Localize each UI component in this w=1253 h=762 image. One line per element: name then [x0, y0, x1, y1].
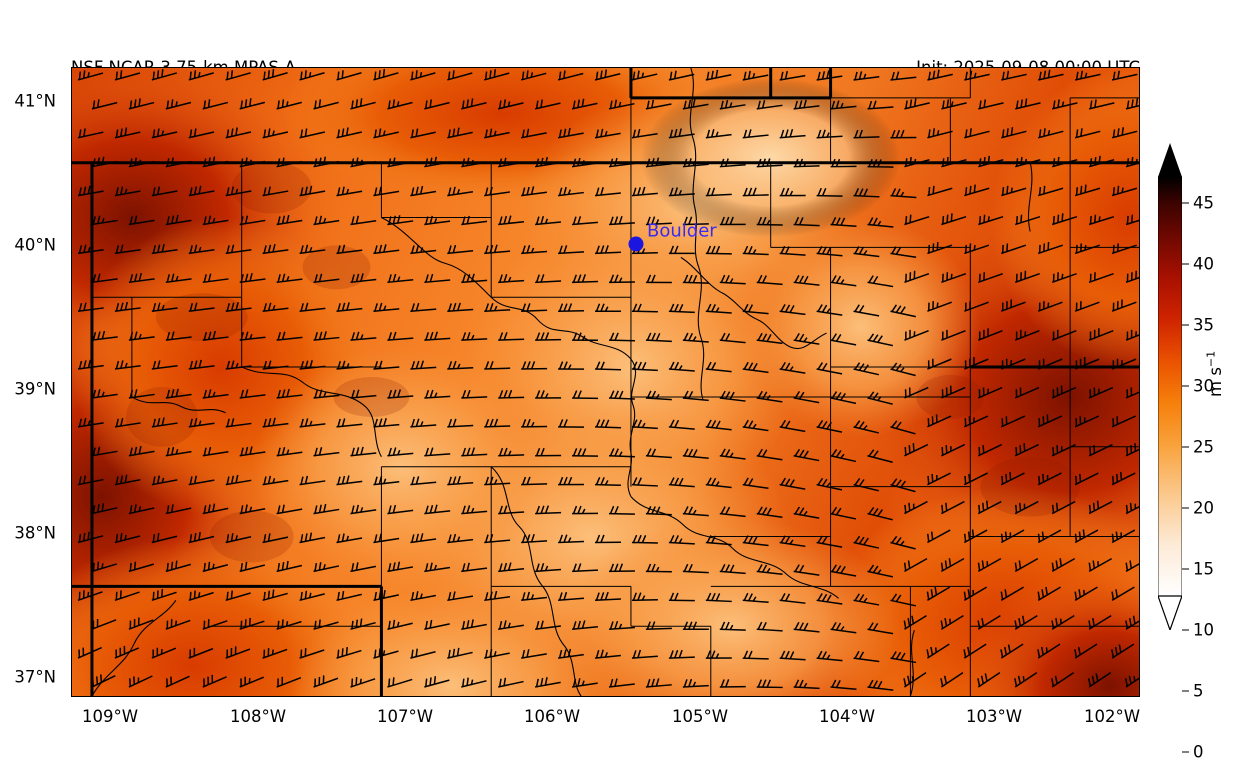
- shear-field-raster: [72, 68, 1139, 696]
- cbtick-35: 35: [1182, 316, 1214, 335]
- xtick-108w: 108°W: [229, 707, 287, 726]
- latitude-tick-labels: 41°N 40°N 39°N 38°N 37°N: [0, 67, 65, 697]
- cbtick-40: 40: [1182, 255, 1214, 274]
- longitude-tick-labels: 109°W 108°W 107°W 106°W 105°W 104°W 103°…: [71, 697, 1140, 737]
- cbtick-30: 30: [1182, 377, 1214, 396]
- ytick-40n: 40°N: [14, 235, 56, 255]
- ytick-37n: 37°N: [14, 667, 56, 687]
- xtick-102w: 102°W: [1083, 707, 1141, 726]
- xtick-105w: 105°W: [671, 707, 729, 726]
- cbtick-45: 45: [1182, 194, 1214, 213]
- cbtick-5: 5: [1182, 682, 1204, 701]
- xtick-109w: 109°W: [81, 707, 139, 726]
- ytick-38n: 38°N: [14, 523, 56, 543]
- xtick-104w: 104°W: [818, 707, 876, 726]
- city-marker-boulder[interactable]: [628, 236, 644, 252]
- city-label-boulder: Boulder: [647, 220, 717, 242]
- colorbar: [1158, 143, 1182, 630]
- cbtick-15: 15: [1182, 560, 1214, 579]
- xtick-103w: 103°W: [965, 707, 1023, 726]
- xtick-107w: 107°W: [376, 707, 434, 726]
- map-plot-area[interactable]: Boulder: [71, 67, 1140, 697]
- colorbar-unit-exponent: −1: [1204, 350, 1218, 368]
- cbtick-0: 0: [1182, 743, 1204, 762]
- cbtick-25: 25: [1182, 438, 1214, 457]
- ytick-39n: 39°N: [14, 379, 56, 399]
- cbtick-10: 10: [1182, 621, 1214, 640]
- cbtick-20: 20: [1182, 499, 1214, 518]
- xtick-106w: 106°W: [523, 707, 581, 726]
- ytick-41n: 41°N: [14, 91, 56, 111]
- colorbar-axis-label: m s−1: [1204, 350, 1226, 397]
